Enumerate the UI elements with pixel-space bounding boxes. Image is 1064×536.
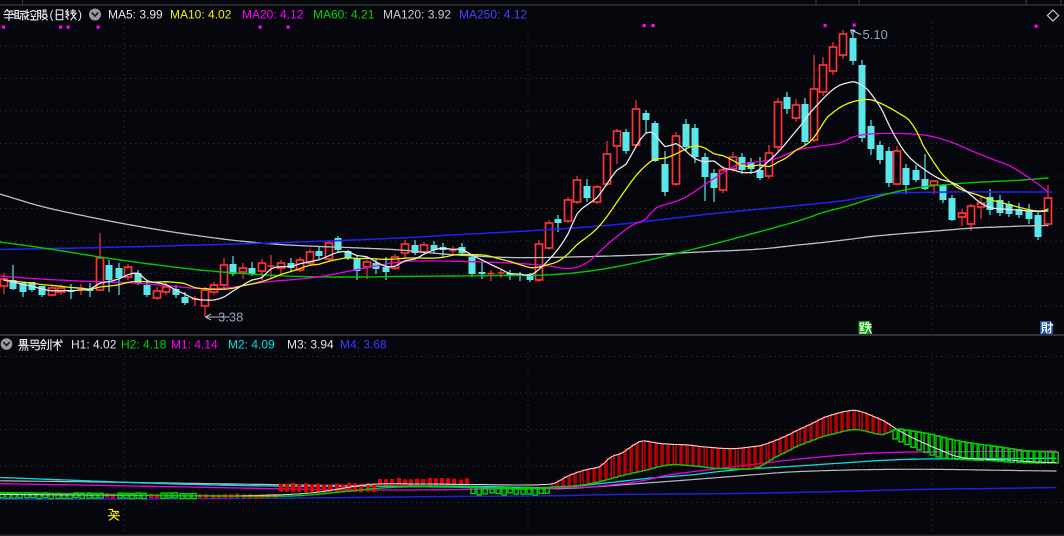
svg-text:H2: 4.18: H2: 4.18 <box>121 338 167 352</box>
svg-text:MA5: 3.99: MA5: 3.99 <box>108 8 163 22</box>
svg-text:MA60: 4.21: MA60: 4.21 <box>313 8 375 22</box>
svg-text:M4: 3.68: M4: 3.68 <box>340 338 387 352</box>
svg-text:MA250: 4.12: MA250: 4.12 <box>459 8 527 22</box>
svg-text:(: ( <box>50 8 54 22</box>
svg-text:5.10: 5.10 <box>863 27 888 42</box>
svg-text:MA10: 4.02: MA10: 4.02 <box>170 8 232 22</box>
svg-text:MA20: 4.12: MA20: 4.12 <box>242 8 304 22</box>
svg-text:3.38: 3.38 <box>218 310 243 325</box>
svg-text:MA120: 3.92: MA120: 3.92 <box>383 8 451 22</box>
svg-text:H1: 4.02: H1: 4.02 <box>71 338 117 352</box>
svg-text:M1: 4.14: M1: 4.14 <box>171 338 218 352</box>
svg-text:M2: 4.09: M2: 4.09 <box>228 338 275 352</box>
svg-text:): ) <box>78 8 82 22</box>
svg-text:M3: 3.94: M3: 3.94 <box>287 338 334 352</box>
